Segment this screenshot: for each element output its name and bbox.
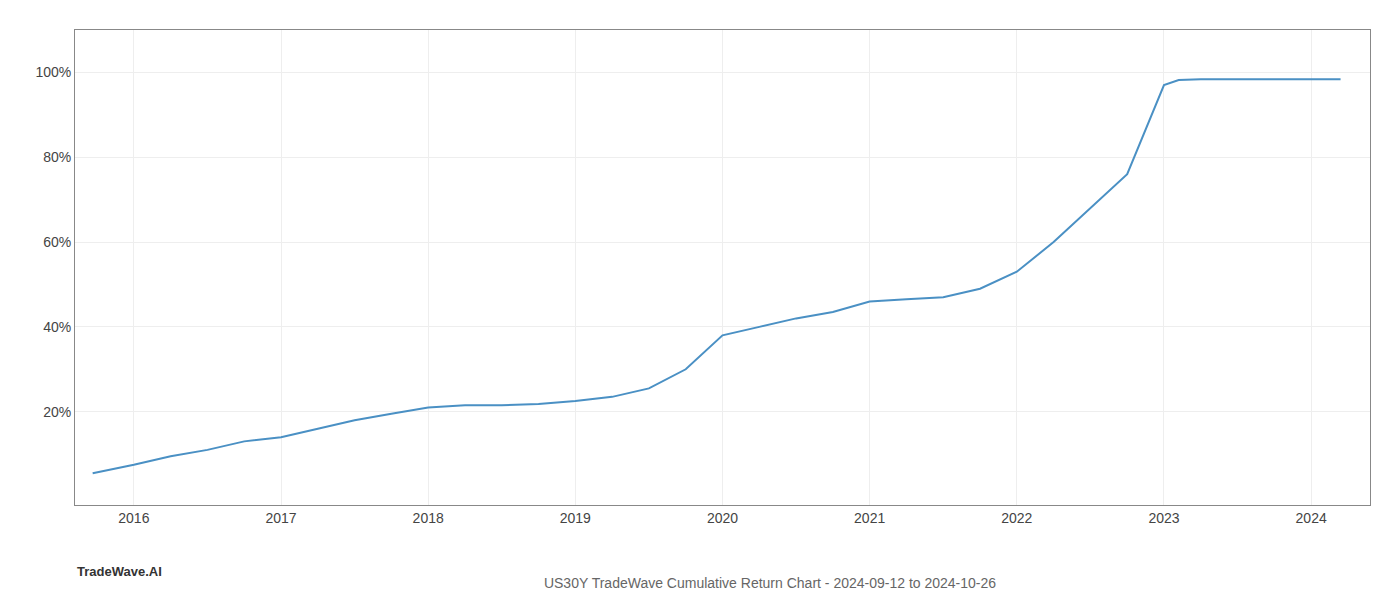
svg-text:US30Y TradeWave Cumulative Ret: US30Y TradeWave Cumulative Return Chart … [544,575,996,591]
svg-text:2017: 2017 [265,510,296,526]
svg-text:2018: 2018 [413,510,444,526]
svg-text:2022: 2022 [1001,510,1032,526]
svg-text:2019: 2019 [560,510,591,526]
svg-text:2024: 2024 [1296,510,1327,526]
svg-text:100%: 100% [35,64,71,80]
svg-text:2016: 2016 [118,510,149,526]
svg-text:2021: 2021 [854,510,885,526]
svg-text:40%: 40% [43,319,71,335]
svg-text:20%: 20% [43,404,71,420]
svg-text:2023: 2023 [1148,510,1179,526]
svg-text:2020: 2020 [707,510,738,526]
svg-text:TradeWave.AI: TradeWave.AI [77,564,162,579]
svg-text:80%: 80% [43,149,71,165]
svg-text:60%: 60% [43,234,71,250]
